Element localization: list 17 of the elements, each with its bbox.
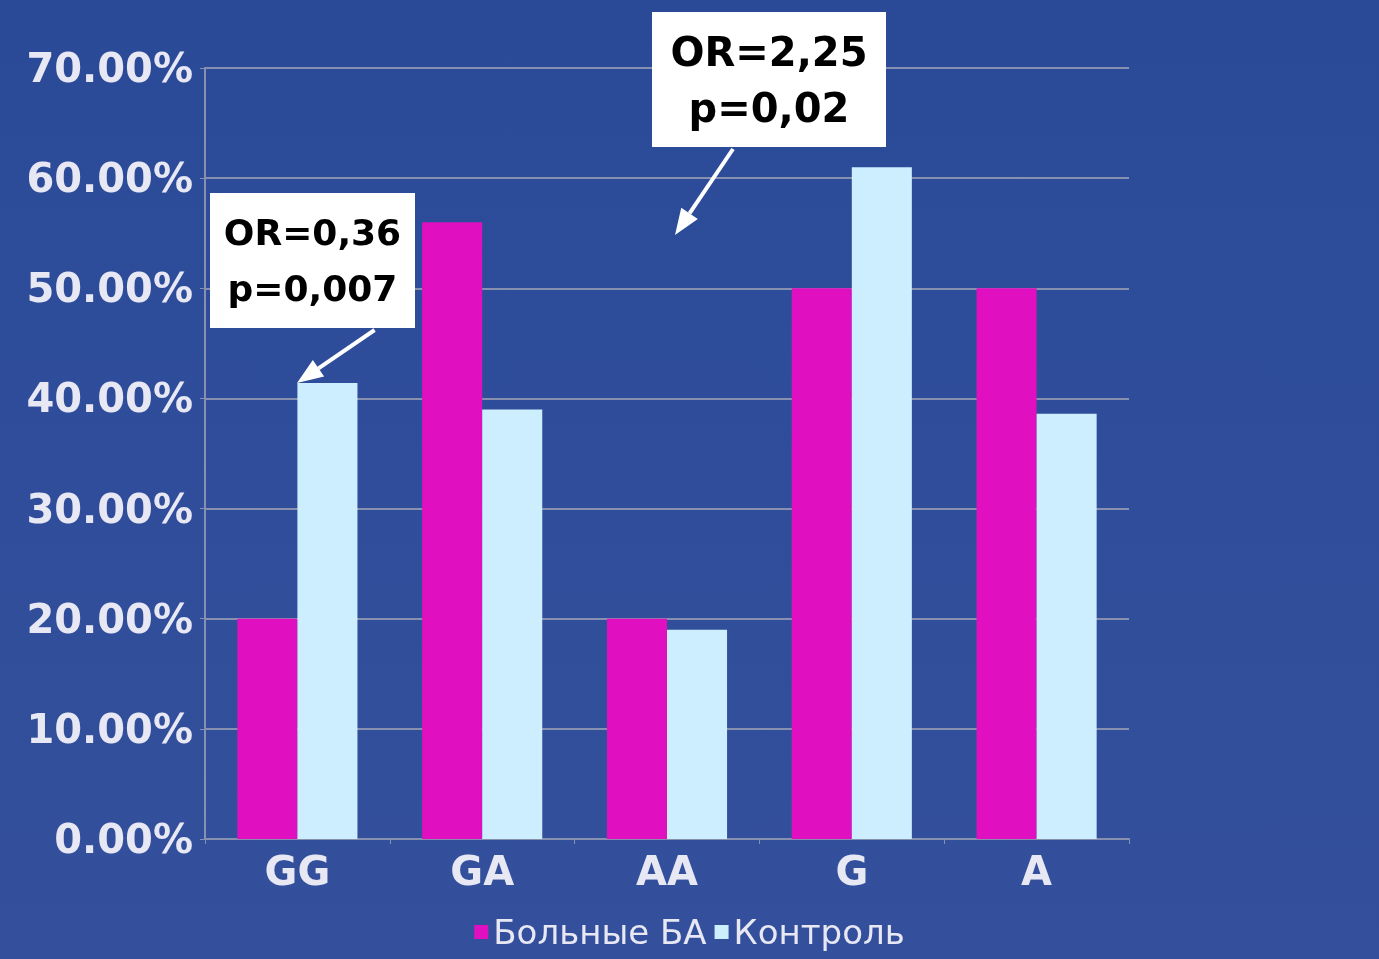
x-tick-label: GA bbox=[450, 848, 515, 894]
y-tick-label: 40.00% bbox=[26, 375, 193, 422]
y-tick-label: 10.00% bbox=[26, 705, 193, 752]
annotation: OR=2,25 p=0,02 bbox=[670, 28, 868, 131]
y-tick-label: 50.00% bbox=[26, 265, 193, 312]
y-tick-label: 0.00% bbox=[54, 816, 193, 862]
y-tick-label: 70.00% bbox=[26, 45, 193, 91]
y-tick-label: 30.00% bbox=[26, 485, 193, 532]
legend-label: Контроль bbox=[733, 912, 905, 952]
x-tick-label: A bbox=[1021, 848, 1053, 894]
x-tick-label: G bbox=[835, 848, 869, 894]
y-tick-label: 60.00% bbox=[26, 155, 193, 202]
y-tick-label: 20.00% bbox=[26, 595, 193, 642]
annotation: OR=0,36 p=0,007 bbox=[223, 212, 402, 309]
x-tick-label: AA bbox=[636, 848, 698, 894]
x-tick-label: GG bbox=[264, 848, 331, 894]
legend-label: Больные БА bbox=[493, 912, 707, 952]
